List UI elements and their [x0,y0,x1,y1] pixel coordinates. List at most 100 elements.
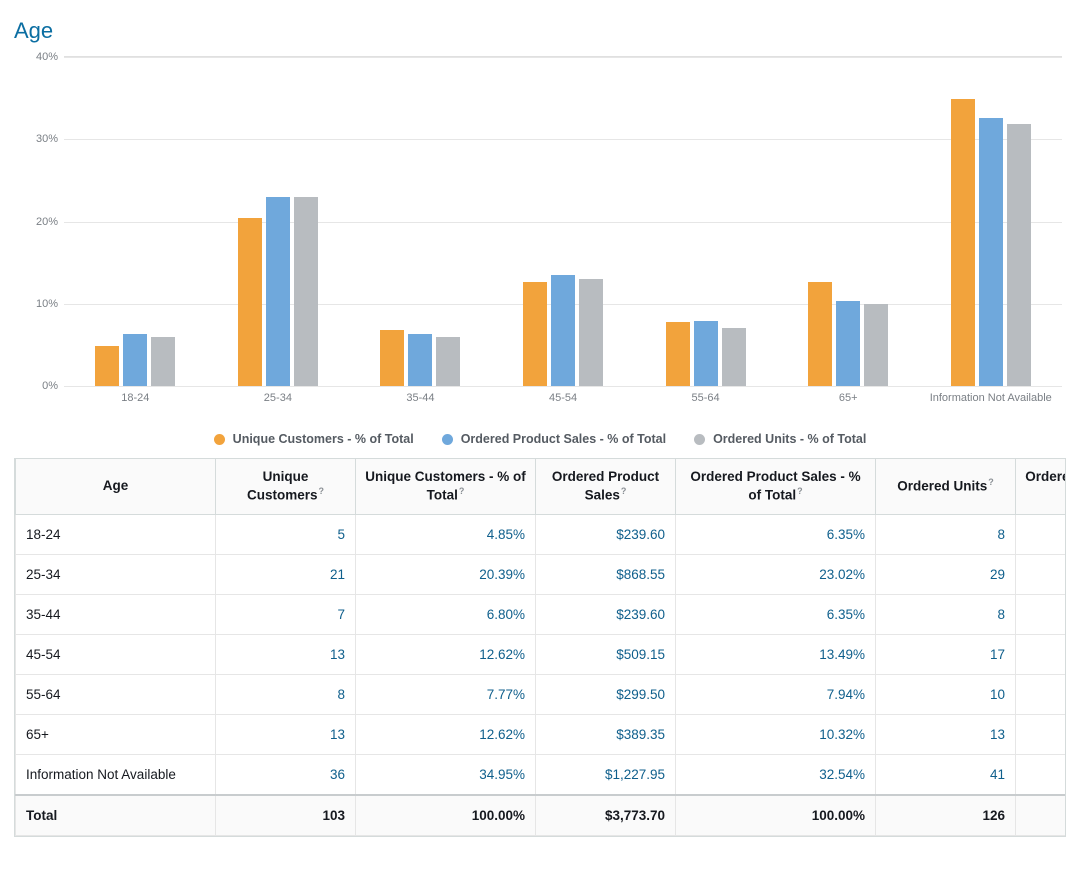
row-label: 35-44 [16,595,216,635]
cell: 13 [216,715,356,755]
cell: 12.62% [356,635,536,675]
cell: 32.54% [676,755,876,796]
bar-group [777,57,920,386]
cell [1016,515,1067,555]
x-axis-label: 35-44 [349,386,492,426]
column-header[interactable]: Ordered Units? [876,459,1016,515]
cell: 100.00% [356,795,536,836]
bar-group [492,57,635,386]
column-header[interactable]: Ordered Units - % of Total? [1016,459,1067,515]
table-row: 25-342120.39%$868.5523.02%29 [16,555,1067,595]
bar[interactable] [294,197,318,386]
x-axis-label: 45-54 [492,386,635,426]
row-label: Information Not Available [16,755,216,796]
cell: 8 [876,595,1016,635]
cell: 6.80% [356,595,536,635]
bar[interactable] [579,279,603,386]
age-table: AgeUnique Customers?Unique Customers - %… [15,459,1066,836]
cell: $389.35 [536,715,676,755]
cell: $3,773.70 [536,795,676,836]
legend-item[interactable]: Ordered Product Sales - % of Total [442,432,666,446]
column-header[interactable]: Unique Customers? [216,459,356,515]
bar[interactable] [836,301,860,386]
bar[interactable] [666,322,690,386]
bar[interactable] [979,118,1003,386]
cell [1016,635,1067,675]
row-label: 45-54 [16,635,216,675]
bar[interactable] [523,282,547,386]
column-header[interactable]: Ordered Product Sales? [536,459,676,515]
table-row: 18-2454.85%$239.606.35%8 [16,515,1067,555]
x-axis-label: Information Not Available [919,386,1062,426]
bar[interactable] [951,99,975,386]
cell: 41 [876,755,1016,796]
cell: 29 [876,555,1016,595]
cell: 7 [216,595,356,635]
bar-group [349,57,492,386]
column-header[interactable]: Ordered Product Sales - % of Total? [676,459,876,515]
help-icon[interactable]: ? [319,486,325,496]
x-axis-label: 65+ [777,386,920,426]
table-row: 55-6487.77%$299.507.94%10 [16,675,1067,715]
bar[interactable] [408,334,432,386]
bar[interactable] [436,337,460,386]
help-icon[interactable]: ? [459,486,465,496]
bar[interactable] [864,304,888,386]
cell: 12.62% [356,715,536,755]
bar[interactable] [151,337,175,386]
cell [1016,555,1067,595]
cell [1016,675,1067,715]
legend-swatch [442,434,453,445]
bar[interactable] [266,197,290,386]
help-icon[interactable]: ? [797,486,803,496]
y-axis-label: 30% [24,133,58,145]
cell: 20.39% [356,555,536,595]
cell: 8 [876,515,1016,555]
row-label: 18-24 [16,515,216,555]
legend-label: Ordered Product Sales - % of Total [461,432,666,446]
cell: $1,227.95 [536,755,676,796]
bar[interactable] [380,330,404,386]
page-title: Age [14,18,1066,44]
row-label: 25-34 [16,555,216,595]
cell [1016,755,1067,796]
cell: 13 [216,635,356,675]
bar-group [919,57,1062,386]
bar[interactable] [238,218,262,386]
column-header[interactable]: Unique Customers - % of Total? [356,459,536,515]
cell: 36 [216,755,356,796]
bar[interactable] [722,328,746,386]
table-row: 45-541312.62%$509.1513.49%17 [16,635,1067,675]
legend-label: Unique Customers - % of Total [233,432,414,446]
help-icon[interactable]: ? [988,477,994,487]
bar[interactable] [95,346,119,386]
cell [1016,795,1067,836]
cell [1016,715,1067,755]
cell: 7.94% [676,675,876,715]
cell: 103 [216,795,356,836]
help-icon[interactable]: ? [621,486,627,496]
legend-item[interactable]: Unique Customers - % of Total [214,432,414,446]
age-table-scroll[interactable]: AgeUnique Customers?Unique Customers - %… [14,458,1066,837]
column-header[interactable]: Age [16,459,216,515]
cell: 34.95% [356,755,536,796]
bar-group [64,57,207,386]
y-axis-label: 0% [24,380,58,392]
cell: 10 [876,675,1016,715]
legend-item[interactable]: Ordered Units - % of Total [694,432,866,446]
x-axis-label: 25-34 [207,386,350,426]
cell: 126 [876,795,1016,836]
bar-group [634,57,777,386]
bar[interactable] [123,334,147,386]
cell: 8 [216,675,356,715]
y-axis-label: 10% [24,298,58,310]
cell: 6.35% [676,515,876,555]
bar-group [207,57,350,386]
bar[interactable] [808,282,832,386]
bar[interactable] [694,321,718,386]
cell: 5 [216,515,356,555]
cell: $868.55 [536,555,676,595]
bar[interactable] [551,275,575,386]
bar[interactable] [1007,124,1031,386]
cell: 4.85% [356,515,536,555]
